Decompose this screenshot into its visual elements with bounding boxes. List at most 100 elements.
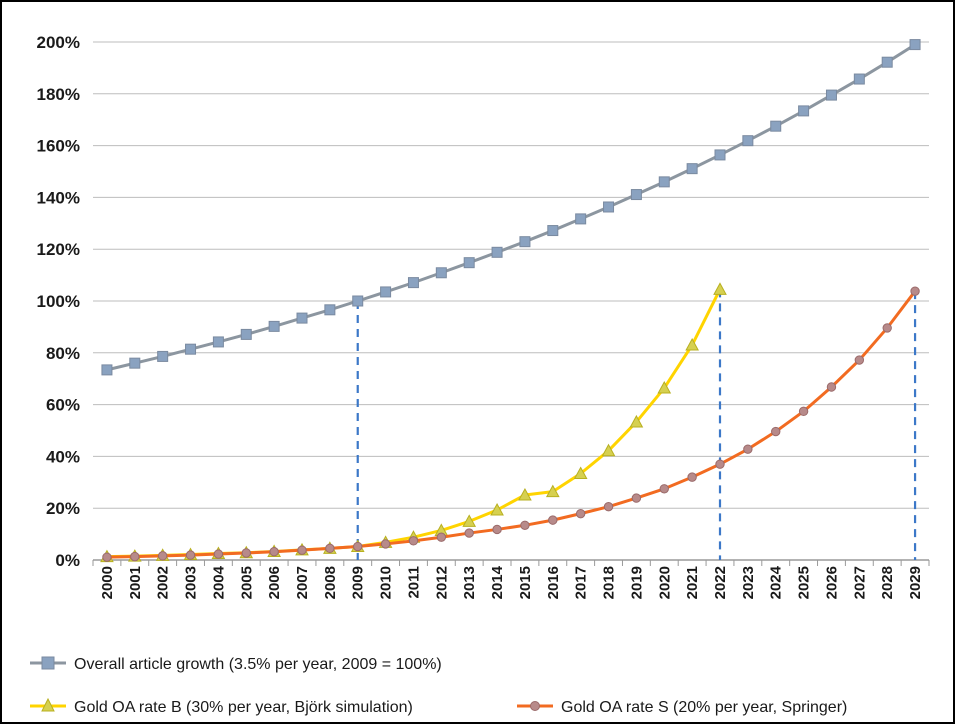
- data-point: [798, 406, 809, 417]
- data-point: [548, 515, 558, 525]
- data-point: [352, 295, 364, 307]
- data-point: [825, 89, 837, 101]
- data-point: [435, 267, 447, 279]
- series-2: [102, 286, 920, 562]
- legend-swatch-marker-gold-b: [41, 697, 55, 712]
- x-tick-label: 2007: [294, 566, 311, 599]
- data-point: [492, 524, 502, 535]
- data-point: [826, 382, 837, 392]
- x-tick-label: 2005: [238, 566, 255, 599]
- data-point: [575, 508, 586, 519]
- x-tick-label: 2014: [489, 565, 506, 599]
- y-tick-label: 40%: [46, 447, 80, 466]
- legend-item-overall: Overall article growth (3.5% per year, 2…: [30, 656, 442, 673]
- data-point: [296, 312, 308, 324]
- x-tick-label: 2026: [823, 566, 840, 599]
- data-point: [268, 320, 280, 332]
- data-point: [657, 380, 672, 394]
- data-point: [630, 189, 642, 201]
- x-tick-label: 2019: [628, 566, 645, 599]
- data-point: [854, 355, 865, 365]
- x-tick-label: 2018: [601, 566, 618, 599]
- legend: Overall article growth (3.5% per year, 2…: [30, 656, 847, 716]
- y-tick-label: 0%: [55, 551, 80, 570]
- x-tick-label: 2002: [155, 566, 172, 599]
- x-tick-label: 2021: [684, 566, 701, 599]
- data-point: [185, 343, 197, 355]
- legend-item-gold-s: Gold OA rate S (20% per year, Springer): [517, 699, 847, 716]
- data-point: [130, 551, 140, 562]
- data-point: [629, 414, 644, 428]
- data-point: [240, 328, 252, 340]
- data-point: [909, 39, 921, 51]
- data-point: [575, 213, 587, 225]
- data-point: [325, 543, 335, 554]
- x-tick-label: 2016: [545, 566, 562, 599]
- data-point: [743, 444, 753, 454]
- legend-item-gold-b: Gold OA rate B (30% per year, Björk simu…: [30, 697, 413, 716]
- data-point: [547, 225, 559, 237]
- data-point: [212, 336, 224, 348]
- data-point: [464, 528, 474, 538]
- x-tick-label: 2010: [378, 566, 395, 599]
- x-tick-label: 2023: [740, 566, 757, 599]
- data-point: [882, 323, 892, 333]
- data-point: [490, 502, 504, 516]
- data-point: [910, 286, 920, 296]
- x-tick-label: 2017: [573, 566, 590, 599]
- data-point: [601, 443, 616, 457]
- x-tick-label: 2028: [879, 566, 896, 599]
- data-point: [407, 277, 419, 289]
- legend-swatch-marker-gold-s: [530, 701, 540, 711]
- y-tick-label: 100%: [37, 292, 80, 311]
- x-axis-ticks: 2000 2001 2002 2003 2004 2005 2006 2007 2008 2009…: [99, 565, 924, 599]
- data-point: [157, 350, 169, 362]
- x-tick-label: 2009: [350, 566, 367, 599]
- x-tick-label: 2012: [433, 566, 450, 599]
- data-point: [102, 552, 112, 562]
- y-tick-label: 120%: [37, 240, 80, 259]
- x-tick-label: 2004: [210, 565, 227, 599]
- data-point: [771, 426, 781, 437]
- x-tick-label: 2029: [907, 566, 924, 599]
- y-axis-ticks: 0% 20% 40% 60% 80% 100% 120% 140% 160% 180% 200%: [37, 33, 80, 570]
- y-tick-label: 180%: [37, 85, 80, 104]
- y-tick-label: 80%: [46, 344, 80, 363]
- data-point: [798, 105, 810, 117]
- legend-label-gold-s: Gold OA rate S (20% per year, Springer): [561, 699, 847, 716]
- y-tick-label: 140%: [37, 188, 80, 207]
- x-tick-label: 2003: [183, 566, 200, 599]
- series-0: [101, 39, 921, 376]
- x-tick-label: 2020: [656, 566, 673, 599]
- data-point: [353, 541, 363, 552]
- data-point: [380, 539, 391, 549]
- data-point: [603, 501, 614, 512]
- data-point: [213, 549, 224, 559]
- series-group: [100, 39, 921, 563]
- x-tick-label: 2001: [127, 566, 144, 599]
- x-tick-label: 2024: [768, 565, 785, 599]
- data-point: [157, 551, 168, 561]
- data-point: [324, 304, 336, 316]
- data-point: [545, 484, 560, 498]
- data-point: [853, 73, 865, 85]
- data-point: [380, 286, 392, 298]
- legend-swatch-marker-overall: [41, 656, 55, 670]
- y-tick-label: 20%: [46, 499, 80, 518]
- legend-label-overall: Overall article growth (3.5% per year, 2…: [74, 656, 442, 673]
- y-tick-label: 60%: [46, 396, 80, 415]
- data-point: [631, 493, 642, 503]
- data-point: [519, 236, 531, 248]
- y-tick-label: 200%: [37, 33, 80, 52]
- data-point: [881, 56, 893, 68]
- data-point: [101, 364, 113, 376]
- gridlines: [93, 41, 929, 509]
- data-point: [297, 545, 307, 555]
- x-tick-label: 2011: [405, 566, 422, 599]
- x-tick-label: 2006: [266, 566, 283, 599]
- data-point: [770, 120, 782, 132]
- data-point: [520, 520, 530, 530]
- x-tick-label: 2008: [322, 566, 339, 599]
- x-tick-label: 2015: [517, 566, 534, 599]
